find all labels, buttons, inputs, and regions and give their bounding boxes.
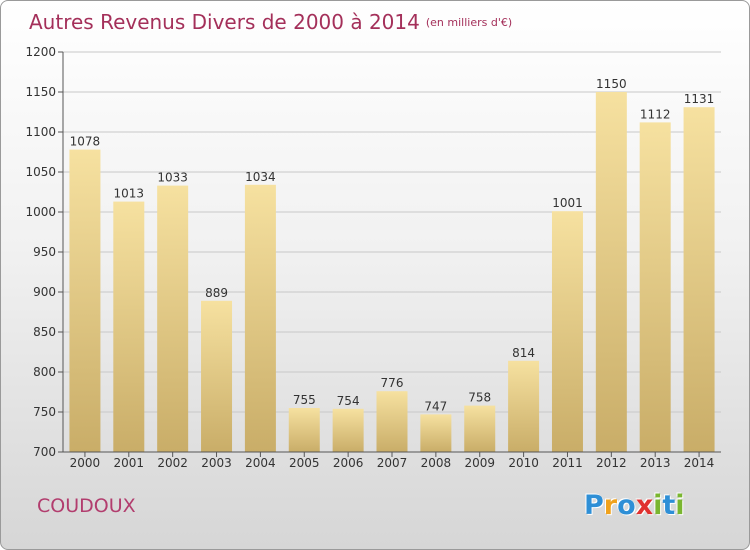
value-label: 747 (424, 399, 447, 413)
value-label: 1131 (684, 92, 715, 106)
value-label: 889 (205, 286, 228, 300)
value-label: 754 (337, 394, 360, 408)
value-label: 1150 (596, 77, 627, 91)
title-text: Autres Revenus Divers de 2000 à 2014 (29, 10, 420, 34)
value-label: 1034 (245, 170, 276, 184)
bars (69, 92, 715, 453)
logo-letter: t (662, 490, 676, 521)
y-tick-label: 1200 (25, 45, 56, 59)
bar (420, 414, 452, 452)
bar (376, 391, 408, 452)
town-name: COUDOUX (37, 495, 136, 517)
x-tick-label: 2005 (289, 456, 320, 470)
x-tick-label: 2001 (114, 456, 145, 470)
logo-letter: r (603, 490, 618, 521)
logo-letter: x (635, 490, 654, 521)
value-label: 1078 (70, 135, 101, 149)
value-label: 1112 (640, 107, 671, 121)
value-label: 814 (512, 346, 535, 360)
x-tick-label: 2007 (377, 456, 408, 470)
value-label: 776 (381, 376, 404, 390)
x-tick-label: 2012 (596, 456, 627, 470)
y-tick-label: 950 (33, 245, 56, 259)
bar (113, 201, 145, 452)
x-tick-label: 2006 (333, 456, 364, 470)
value-label: 1001 (552, 196, 583, 210)
x-tick-labels: 2000 2001 2002 2003 2004 2005 2006 2007 2008 2009… (70, 456, 715, 470)
bar (332, 408, 364, 452)
logo-letter: o (617, 490, 636, 521)
x-tick-label: 2002 (157, 456, 188, 470)
chart-title: Autres Revenus Divers de 2000 à 2014 (en … (29, 10, 512, 34)
value-label: 1013 (114, 187, 145, 201)
bar (244, 184, 276, 453)
bar (508, 360, 540, 452)
y-tick-label: 1100 (25, 125, 56, 139)
value-labels: 1078 1013 1033 889 1034 755 754 776 747 758 814 100… (70, 77, 715, 413)
logo-letter: i (675, 490, 685, 521)
value-label: 755 (293, 393, 316, 407)
x-tick-label: 2013 (640, 456, 671, 470)
y-tick-label: 800 (33, 365, 56, 379)
y-tick-label: 1050 (25, 165, 56, 179)
title-unit: (en milliers d'€) (425, 16, 513, 29)
x-tick-label: 2003 (201, 456, 232, 470)
proxiti-logo: Proxiti (584, 490, 685, 521)
logo-letter: i (653, 490, 663, 521)
bar (69, 149, 101, 452)
y-tick-label: 900 (33, 285, 56, 299)
bar (288, 408, 320, 452)
x-tick-label: 2011 (552, 456, 583, 470)
value-label: 1033 (157, 171, 188, 185)
y-tick-label: 750 (33, 405, 56, 419)
x-tick-label: 2010 (508, 456, 539, 470)
bar (464, 405, 496, 452)
bar (683, 107, 715, 452)
y-tick-label: 850 (33, 325, 56, 339)
x-tick-label: 2004 (245, 456, 276, 470)
value-label: 758 (468, 391, 491, 405)
y-tick-labels: 700 750 800 850 900 950 1000 1050 1100 1150 1200 (25, 45, 63, 459)
y-tick-label: 1150 (25, 85, 56, 99)
x-tick-label: 2014 (684, 456, 715, 470)
y-tick-label: 1000 (25, 205, 56, 219)
x-tick-label: 2000 (70, 456, 101, 470)
x-tick-label: 2008 (421, 456, 452, 470)
logo-letter: P (584, 490, 604, 521)
bar (157, 185, 189, 452)
y-tick-label: 700 (33, 445, 56, 459)
bar (201, 300, 233, 452)
x-tick-label: 2009 (464, 456, 495, 470)
bar (595, 92, 627, 452)
bar (551, 211, 583, 452)
bar (639, 122, 671, 453)
